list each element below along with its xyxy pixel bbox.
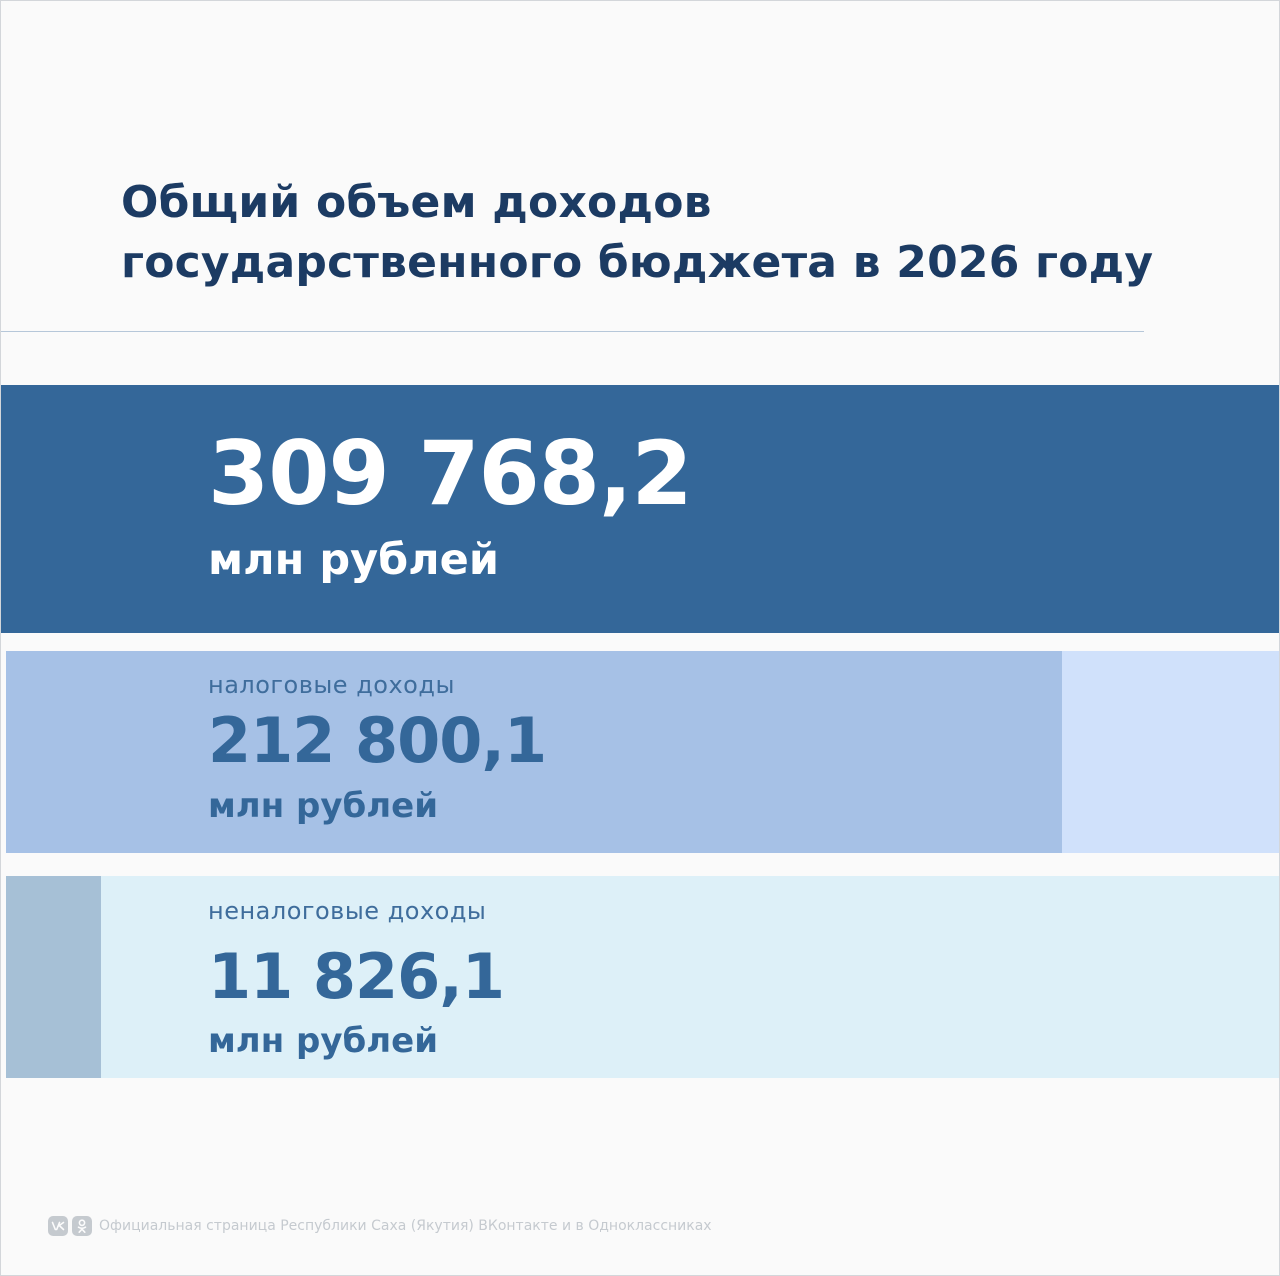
page-title-line-2: государственного бюджета в 2026 году (121, 237, 1154, 288)
vk-icon (48, 1216, 68, 1236)
footer: Официальная страница Республики Саха (Як… (48, 1213, 712, 1239)
nontax-income-bar-fill (6, 876, 101, 1078)
nontax-income-unit: млн рублей (208, 1021, 439, 1061)
total-income-value: 309 768,2 (208, 422, 693, 525)
tax-income-value: 212 800,1 (208, 704, 547, 777)
odnoklassniki-icon (72, 1216, 92, 1236)
page-title-line-1: Общий объем доходов (121, 177, 712, 228)
tax-income-unit: млн рублей (208, 786, 439, 826)
nontax-income-bar-track (6, 876, 1279, 1078)
tax-income-bar-fill (6, 651, 1062, 853)
nontax-income-value: 11 826,1 (208, 940, 505, 1013)
footer-text: Официальная страница Республики Саха (Як… (99, 1218, 712, 1234)
tax-income-label: налоговые доходы (208, 671, 455, 699)
total-income-panel (1, 385, 1279, 633)
total-income-unit: млн рублей (208, 535, 499, 585)
nontax-income-label: неналоговые доходы (208, 897, 487, 925)
page-title: Общий объем доходов государственного бюд… (121, 173, 1181, 293)
title-divider (1, 331, 1144, 332)
